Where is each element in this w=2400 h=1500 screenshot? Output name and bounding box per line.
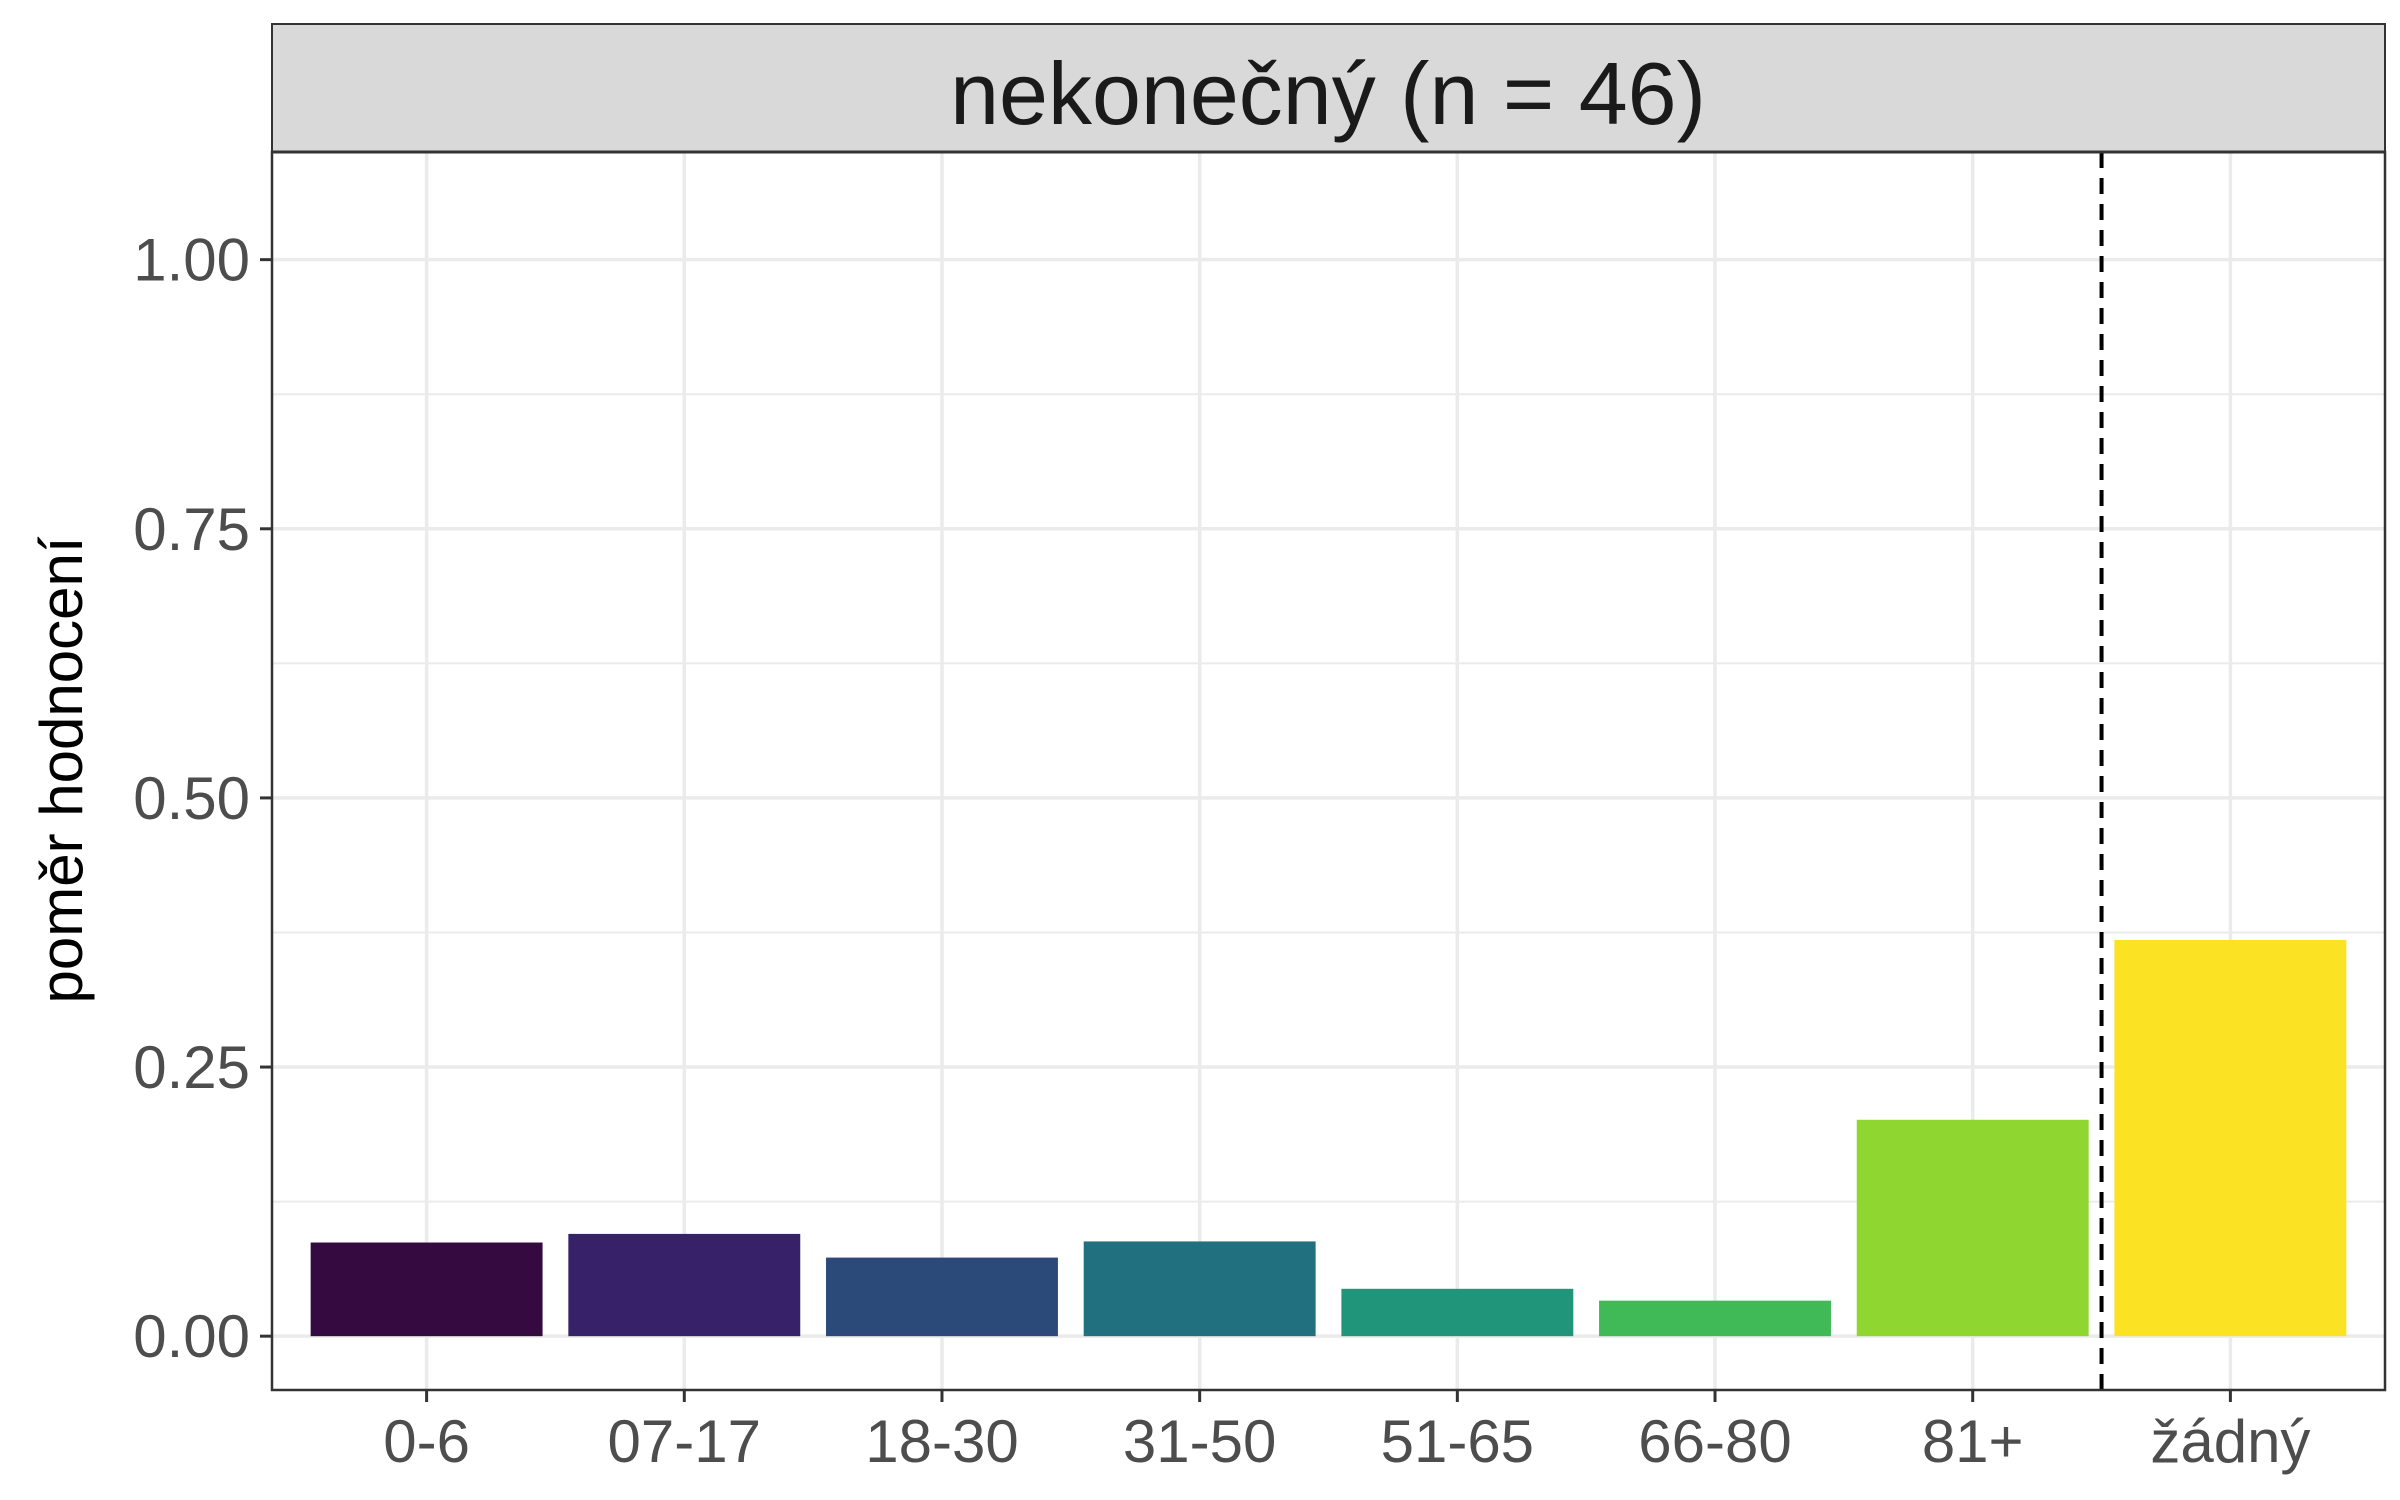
bar (1856, 1119, 2089, 1337)
x-tick-label: 31-50 (1123, 1408, 1276, 1475)
major-gridlines (272, 152, 2385, 1390)
y-axis: 0.00 0.25 0.50 0.75 1.00 (133, 227, 272, 1370)
y-axis-title: poměr hodnocení (28, 536, 95, 1003)
y-tick-label: 1.00 (133, 227, 250, 294)
bar (310, 1242, 543, 1337)
panel-title: nekonečný (n = 46) (950, 44, 1706, 143)
bar (1599, 1300, 1831, 1337)
x-tick-label: 0-6 (383, 1408, 470, 1475)
bar (826, 1257, 1058, 1337)
x-axis: 0-6 07-17 18-30 31-50 51-65 66-80 81+ žádný (383, 1390, 2310, 1475)
x-tick-label: 66-80 (1638, 1408, 1791, 1475)
x-tick-label: žádný (2150, 1408, 2310, 1475)
x-tick-label: 18-30 (865, 1408, 1018, 1475)
bar (2114, 940, 2347, 1337)
minor-gridlines (272, 393, 2385, 1203)
bars (310, 940, 2347, 1337)
bar (568, 1233, 801, 1337)
y-tick-label: 0.75 (133, 496, 250, 563)
strip-background (271, 23, 2386, 153)
x-tick-label: 81+ (1922, 1408, 2024, 1475)
x-tick-label: 07-17 (608, 1408, 761, 1475)
bar (1083, 1241, 1316, 1337)
y-tick-label: 0.25 (133, 1034, 250, 1101)
x-tick-label: 51-65 (1381, 1408, 1534, 1475)
y-tick-label: 0.00 (133, 1303, 250, 1370)
y-tick-label: 0.50 (133, 765, 250, 832)
bar (1341, 1288, 1574, 1337)
